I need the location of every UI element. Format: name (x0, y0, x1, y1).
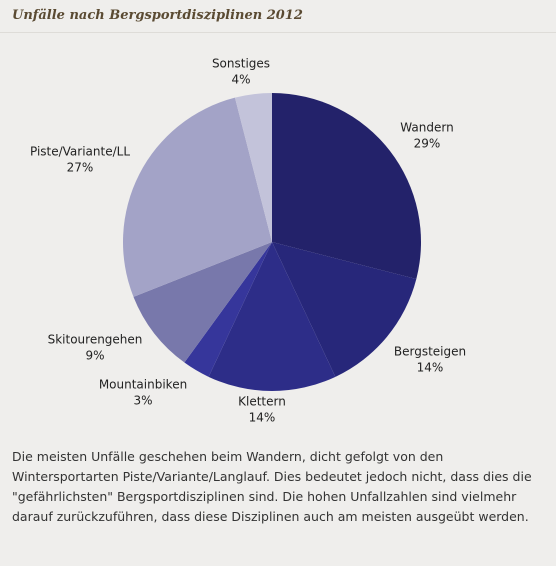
pie-slice (208, 242, 336, 391)
slice-value: 4% (231, 73, 250, 87)
slice-value: 14% (249, 411, 276, 425)
slice-value: 9% (85, 349, 104, 363)
divider (0, 32, 556, 33)
slice-label: Klettern (238, 395, 286, 409)
slice-label: Mountainbiken (99, 378, 187, 392)
slice-label: Sonstiges (212, 57, 270, 71)
pie-slice (272, 242, 417, 377)
pie-slice (133, 242, 272, 363)
slice-label: Bergsteigen (394, 345, 466, 359)
slice-label: Wandern (400, 121, 453, 135)
description: Die meisten Unfälle geschehen beim Wande… (12, 449, 532, 524)
slice-value: 14% (417, 361, 444, 375)
slice-value: 27% (67, 161, 94, 175)
pie-slice (184, 242, 272, 377)
slice-value: 3% (133, 394, 152, 408)
slice-label: Piste/Variante/LL (30, 145, 130, 159)
pie-slice (234, 93, 272, 242)
pie-slice (272, 93, 421, 280)
chart-title: Unfälle nach Bergsportdisziplinen 2012 (12, 8, 303, 23)
chart: Wandern 29% Bergsteigen 14% Klettern 14% Mount… (30, 57, 466, 425)
pie-slice (122, 97, 273, 297)
slice-value: 29% (414, 137, 441, 151)
slice-label: Skitourengehen (48, 333, 143, 347)
